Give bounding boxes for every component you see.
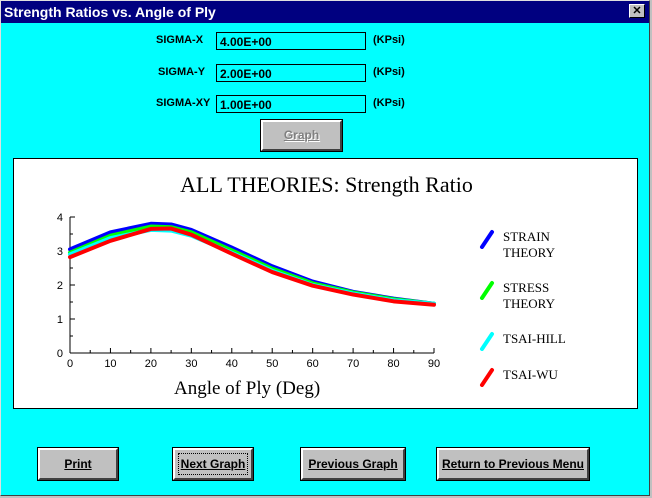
legend-tsai-hill-swatch: [480, 332, 494, 351]
window-title: Strength Ratios vs. Angle of Ply: [4, 4, 216, 20]
previous-graph-button[interactable]: Previous Graph: [300, 447, 406, 481]
sigma-x-label: SIGMA-X: [156, 34, 204, 46]
x-tick-label: 0: [67, 358, 73, 370]
legend-strain-label: STRAIN THEORY: [503, 229, 555, 260]
return-menu-button[interactable]: Return to Previous Menu: [436, 447, 590, 481]
x-tick-label: 70: [347, 358, 359, 370]
return-menu-button-label: Return to Previous Menu: [441, 457, 584, 471]
sigma-xy-field[interactable]: 1.00E+00: [216, 95, 366, 113]
x-tick-label: 50: [266, 358, 278, 370]
y-tick-label: 3: [57, 246, 63, 258]
chart-panel: ALL THEORIES: Strength Ratio 0 10 20 30 40 50…: [13, 158, 638, 409]
y-tick-label: 4: [57, 212, 63, 224]
next-graph-button-label: Next Graph: [180, 457, 246, 471]
sigma-y-unit: (KPsi): [373, 66, 405, 78]
x-tick-label: 90: [428, 358, 440, 370]
legend-tsai-wu-swatch: [480, 368, 494, 387]
y-tick-label: 0: [57, 348, 63, 360]
sigma-xy-unit: (KPsi): [373, 97, 405, 109]
close-icon[interactable]: ✕: [629, 4, 645, 18]
sigma-y-field[interactable]: 2.00E+00: [216, 64, 366, 82]
sigma-y-label: SIGMA-Y: [158, 66, 206, 78]
x-tick-label: 80: [387, 358, 399, 370]
legend-tsai-wu-label: TSAI-WU: [503, 367, 558, 382]
legend-stress-swatch: [480, 281, 494, 300]
sigma-x-unit: (KPsi): [373, 34, 405, 46]
series-line-2: [68, 227, 436, 306]
x-tick-label: 10: [104, 358, 116, 370]
y-tick-label: 2: [57, 280, 63, 292]
y-tick-label: 1: [57, 314, 63, 326]
legend-stress-label: STRESS THEORY: [503, 280, 555, 311]
sigma-xy-label: SIGMA-XY: [156, 97, 211, 109]
x-tick-label: 40: [226, 358, 238, 370]
x-tick-label: 60: [307, 358, 319, 370]
x-tick-label: 20: [145, 358, 157, 370]
chart-title: ALL THEORIES: Strength Ratio: [180, 172, 473, 197]
focus-rect: [178, 453, 248, 475]
print-button[interactable]: Print: [37, 447, 119, 481]
title-bar: Strength Ratios vs. Angle of Ply ✕: [1, 1, 649, 23]
series-line-3: [68, 226, 436, 307]
next-graph-button[interactable]: Next Graph: [172, 447, 254, 481]
graph-button-label: Graph: [283, 128, 320, 142]
legend-tsai-hill-label: TSAI-HILL: [503, 331, 566, 346]
print-button-label: Print: [64, 457, 92, 471]
legend-strain-swatch: [480, 230, 494, 249]
previous-graph-button-label: Previous Graph: [308, 457, 398, 471]
x-axis-label: Angle of Ply (Deg): [174, 378, 321, 399]
x-tick-label: 30: [185, 358, 197, 370]
graph-button[interactable]: Graph: [260, 119, 343, 152]
chart-plot: 0 10 20 30 40 50 60 70 80 90 0 1 2 3 4: [57, 212, 440, 370]
sigma-x-field[interactable]: 4.00E+00: [216, 32, 366, 50]
